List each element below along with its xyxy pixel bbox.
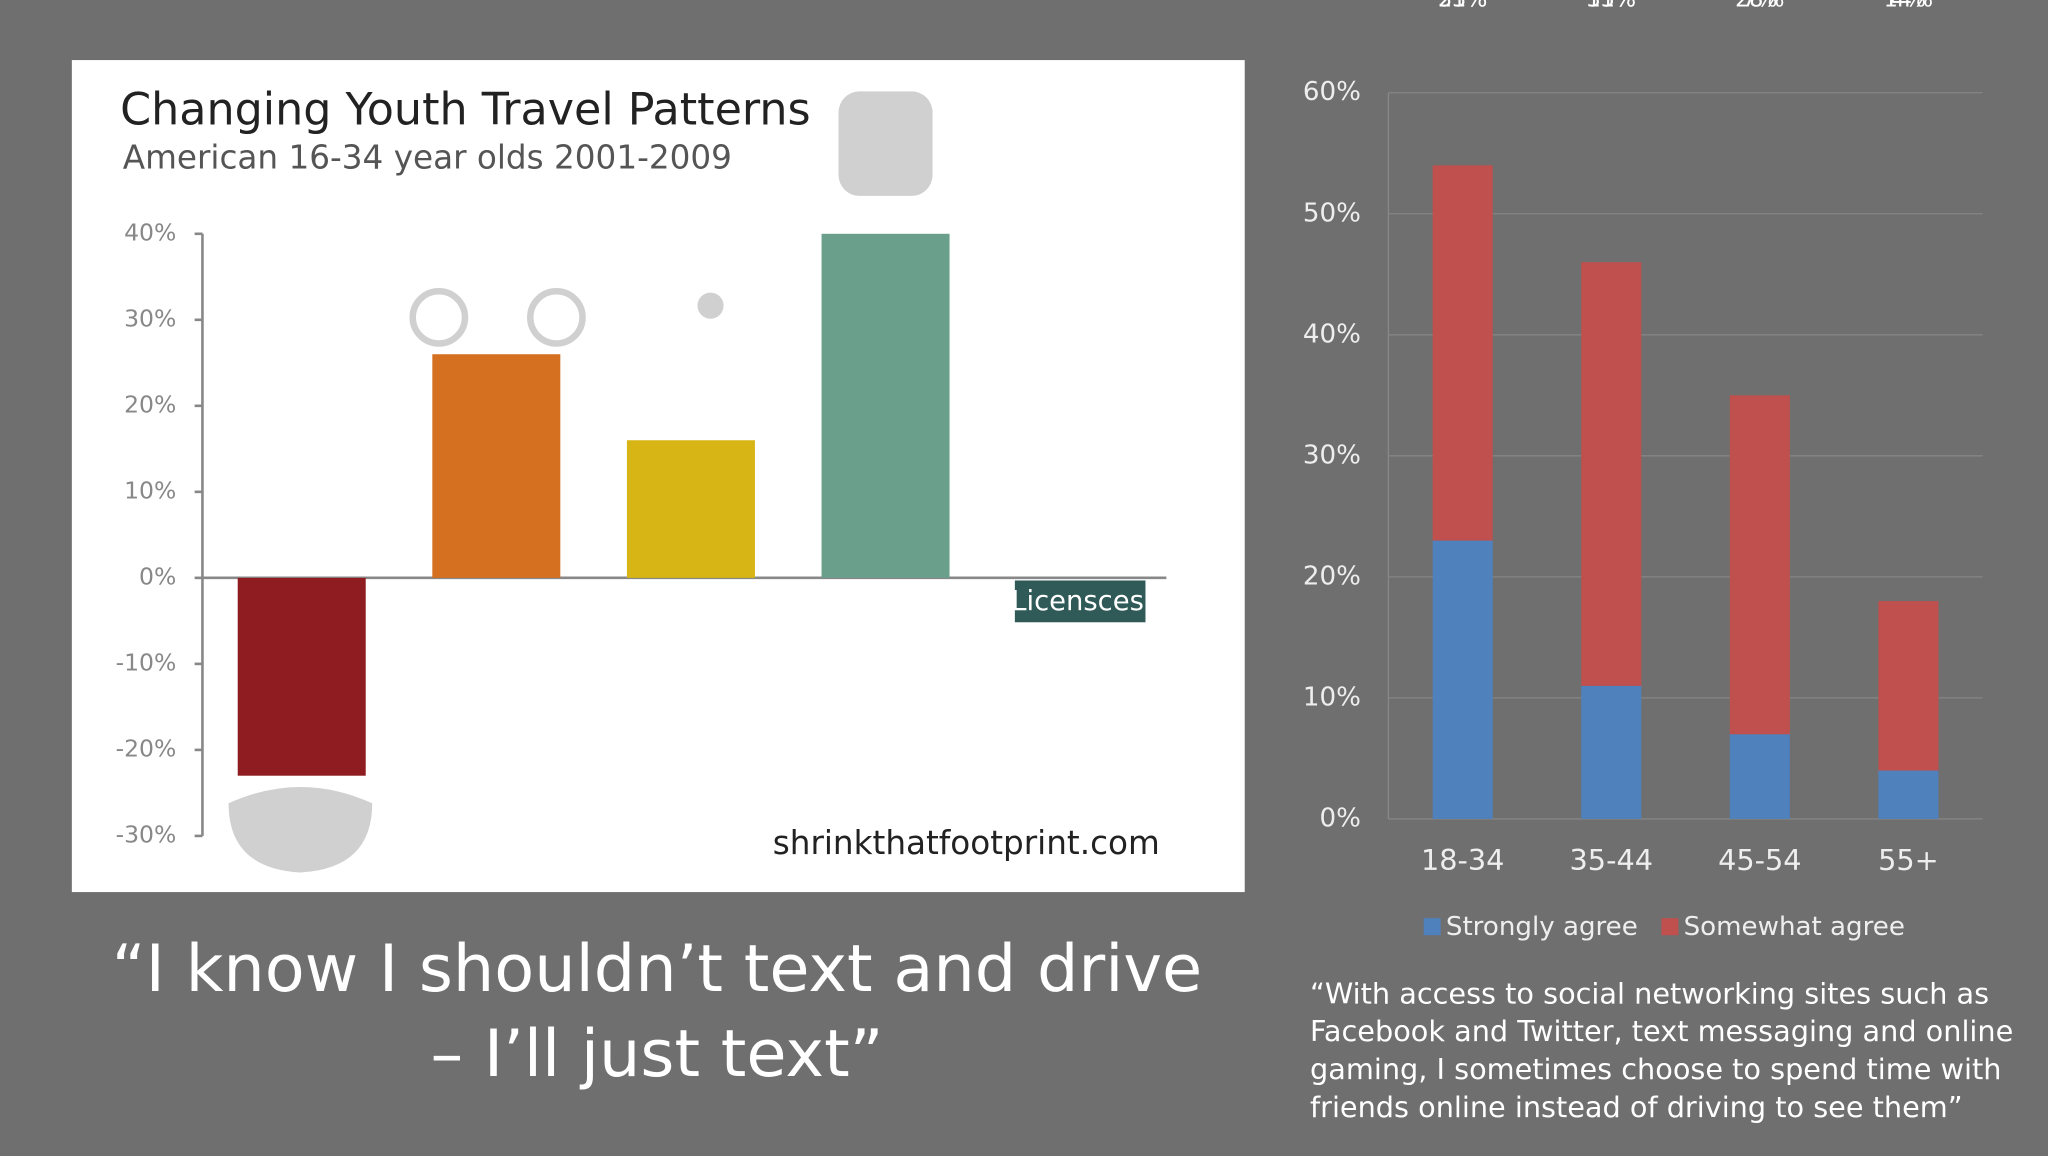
legend-label: Somewhat agree xyxy=(1684,912,1905,942)
caption-line: Facebook and Twitter, text messaging and… xyxy=(1310,1014,2013,1048)
bar-segment xyxy=(1432,165,1493,541)
walker-icon xyxy=(697,292,724,319)
bar-segment xyxy=(1729,395,1790,735)
y-tick-label: 40% xyxy=(1303,319,1361,349)
bike-icon xyxy=(409,288,469,347)
category-label-box xyxy=(1014,580,1146,623)
y-tick-label: 20% xyxy=(124,390,176,418)
x-tick-label: 45-54 xyxy=(1718,843,1801,877)
y-tick-label: 50% xyxy=(1303,198,1361,228)
bar-segment xyxy=(1432,540,1493,819)
bar-segment xyxy=(1581,262,1642,686)
data-label: 4% xyxy=(1891,0,1926,13)
bar-segment xyxy=(1878,770,1939,819)
y-tick-label: 40% xyxy=(124,218,176,246)
y-tick-label: 10% xyxy=(1303,682,1361,712)
y-tick-label: -10% xyxy=(116,648,177,676)
category-label: Licensces xyxy=(1011,586,1144,617)
y-tick-label: -20% xyxy=(116,734,177,762)
y-tick-label: 60% xyxy=(1303,77,1361,107)
y-tick-label: -30% xyxy=(116,820,177,848)
train-icon xyxy=(838,91,933,196)
caption-line: “With access to social networking sites … xyxy=(1310,976,1989,1010)
quote: – I’ll just text” xyxy=(430,1016,883,1092)
y-tick-label: 10% xyxy=(124,476,176,504)
x-tick-label: 55+ xyxy=(1878,843,1939,877)
car-icon xyxy=(228,786,373,873)
bike-icon xyxy=(527,288,586,347)
bar-segment xyxy=(1729,734,1790,819)
data-label: 35% xyxy=(1587,0,1636,13)
bar xyxy=(432,354,561,578)
chart-title: Changing Youth Travel Patterns xyxy=(120,84,810,135)
x-tick-label: 35-44 xyxy=(1570,843,1653,877)
y-tick-label: 30% xyxy=(124,304,176,332)
bar-segment xyxy=(1878,601,1939,771)
y-tick-label: 20% xyxy=(1303,561,1361,591)
bar xyxy=(821,233,950,578)
icons xyxy=(228,91,933,873)
chart-source: shrinkthatfootprint.com xyxy=(773,824,1160,862)
data-label: 11% xyxy=(1587,0,1636,13)
y-tick-label: 0% xyxy=(139,562,176,590)
data-label: 14% xyxy=(1884,0,1933,13)
data-label: 28% xyxy=(1735,0,1784,13)
y-tick-label: 30% xyxy=(1303,440,1361,470)
x-tick-label: 18-34 xyxy=(1421,843,1504,877)
data-label: 7% xyxy=(1742,0,1777,13)
y-tick-label: 0% xyxy=(1320,803,1361,833)
legend-swatch xyxy=(1661,918,1679,936)
data-label: 31% xyxy=(1438,0,1487,13)
legend-swatch xyxy=(1423,918,1441,936)
caption-line: friends online instead of driving to see… xyxy=(1310,1090,1963,1124)
legend-label: Strongly agree xyxy=(1446,912,1638,942)
chart-subtitle: American 16-34 year olds 2001-2009 xyxy=(123,138,732,176)
bar xyxy=(626,440,755,578)
quote: “I know I shouldn’t text and drive xyxy=(112,931,1202,1007)
caption-line: gaming, I sometimes choose to spend time… xyxy=(1310,1052,2001,1086)
bar xyxy=(237,577,366,776)
data-label: 23% xyxy=(1438,0,1487,13)
bar-segment xyxy=(1581,685,1642,819)
